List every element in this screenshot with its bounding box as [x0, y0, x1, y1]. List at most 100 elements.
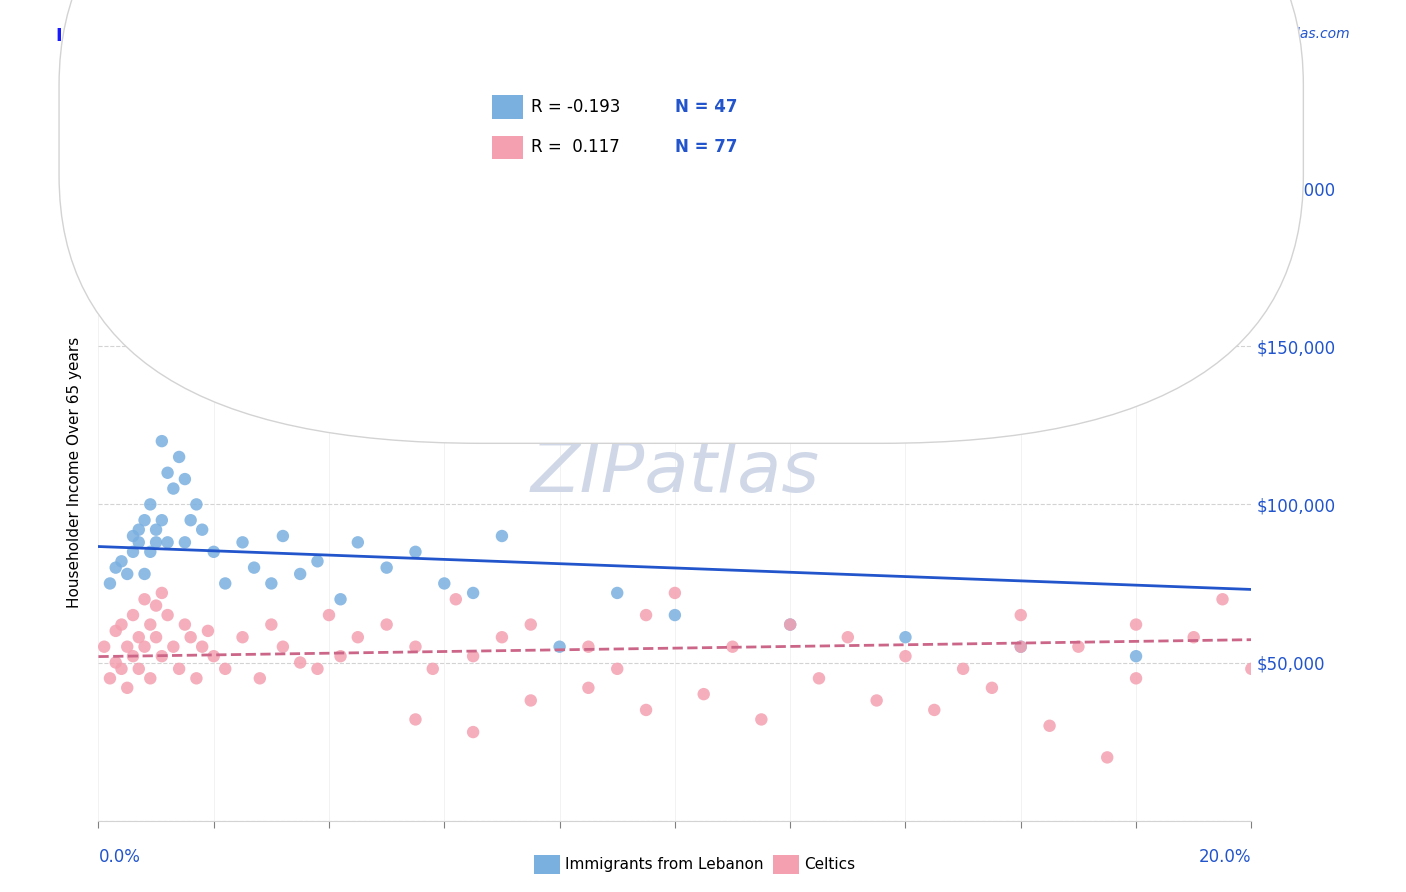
Point — [231, 535, 254, 549]
Point — [150, 649, 173, 664]
Point — [174, 472, 197, 486]
Point — [122, 529, 145, 543]
Point — [636, 608, 658, 623]
Point — [110, 617, 132, 632]
Point — [375, 617, 398, 632]
Point — [180, 513, 202, 527]
Point — [779, 617, 801, 632]
Point — [491, 630, 513, 644]
Point — [98, 671, 121, 685]
Text: Celtics: Celtics — [804, 857, 855, 871]
Text: R = -0.193: R = -0.193 — [531, 98, 621, 116]
Point — [422, 662, 444, 676]
Point — [1125, 617, 1147, 632]
Text: Source: ZipAtlas.com: Source: ZipAtlas.com — [1202, 27, 1350, 41]
Point — [1097, 750, 1119, 764]
Point — [405, 545, 427, 559]
Point — [122, 608, 145, 623]
Point — [145, 599, 167, 613]
Point — [117, 640, 139, 654]
Point — [98, 576, 121, 591]
Point — [1010, 640, 1032, 654]
Point — [134, 640, 156, 654]
Text: Immigrants from Lebanon: Immigrants from Lebanon — [565, 857, 763, 871]
Point — [606, 586, 628, 600]
Point — [191, 523, 214, 537]
Point — [174, 535, 197, 549]
Point — [128, 523, 150, 537]
Point — [548, 640, 571, 654]
Point — [214, 662, 236, 676]
Point — [249, 671, 271, 685]
Point — [922, 703, 945, 717]
Point — [271, 640, 294, 654]
Point — [104, 624, 127, 638]
Point — [405, 713, 427, 727]
Point — [139, 617, 162, 632]
Point — [307, 554, 329, 568]
Point — [779, 617, 801, 632]
Point — [578, 681, 600, 695]
Point — [128, 630, 150, 644]
Point — [307, 662, 329, 676]
Point — [202, 649, 225, 664]
Point — [156, 466, 179, 480]
Point — [346, 535, 368, 549]
Point — [664, 586, 686, 600]
Point — [145, 535, 167, 549]
Point — [150, 513, 173, 527]
Point — [433, 576, 456, 591]
Point — [444, 592, 467, 607]
Point — [329, 592, 352, 607]
Point — [117, 681, 139, 695]
Point — [139, 497, 162, 511]
Point — [1240, 662, 1263, 676]
Point — [329, 649, 352, 664]
Point — [491, 529, 513, 543]
Point — [866, 693, 889, 707]
Text: N = 77: N = 77 — [675, 138, 737, 156]
Point — [134, 513, 156, 527]
Point — [664, 608, 686, 623]
Point — [191, 640, 214, 654]
Point — [260, 617, 283, 632]
Text: 0.0%: 0.0% — [98, 848, 141, 866]
Point — [110, 662, 132, 676]
Point — [1125, 671, 1147, 685]
Point — [461, 725, 484, 739]
Text: ZIPatlas: ZIPatlas — [530, 438, 820, 508]
Point — [461, 586, 484, 600]
Point — [520, 617, 543, 632]
Point — [837, 630, 859, 644]
Point — [139, 545, 162, 559]
Point — [721, 640, 744, 654]
Point — [110, 554, 132, 568]
Point — [636, 703, 658, 717]
Point — [122, 545, 145, 559]
Point — [128, 535, 150, 549]
Point — [104, 560, 127, 574]
Point — [271, 529, 294, 543]
Text: IMMIGRANTS FROM LEBANON VS CELTIC HOUSEHOLDER INCOME OVER 65 YEARS CORRELATION C: IMMIGRANTS FROM LEBANON VS CELTIC HOUSEH… — [56, 27, 1092, 45]
Point — [981, 681, 1004, 695]
Point — [290, 566, 312, 581]
Point — [1182, 630, 1205, 644]
Point — [197, 624, 219, 638]
Point — [807, 671, 830, 685]
Point — [751, 713, 773, 727]
Point — [318, 608, 340, 623]
Point — [145, 523, 167, 537]
Point — [156, 535, 179, 549]
Point — [134, 592, 156, 607]
Point — [405, 640, 427, 654]
Point — [202, 545, 225, 559]
Point — [134, 566, 156, 581]
Point — [186, 671, 208, 685]
Point — [1067, 640, 1090, 654]
Point — [1125, 649, 1147, 664]
Point — [128, 662, 150, 676]
Point — [1010, 640, 1032, 654]
Point — [180, 630, 202, 644]
Point — [162, 640, 184, 654]
Point — [186, 497, 208, 511]
